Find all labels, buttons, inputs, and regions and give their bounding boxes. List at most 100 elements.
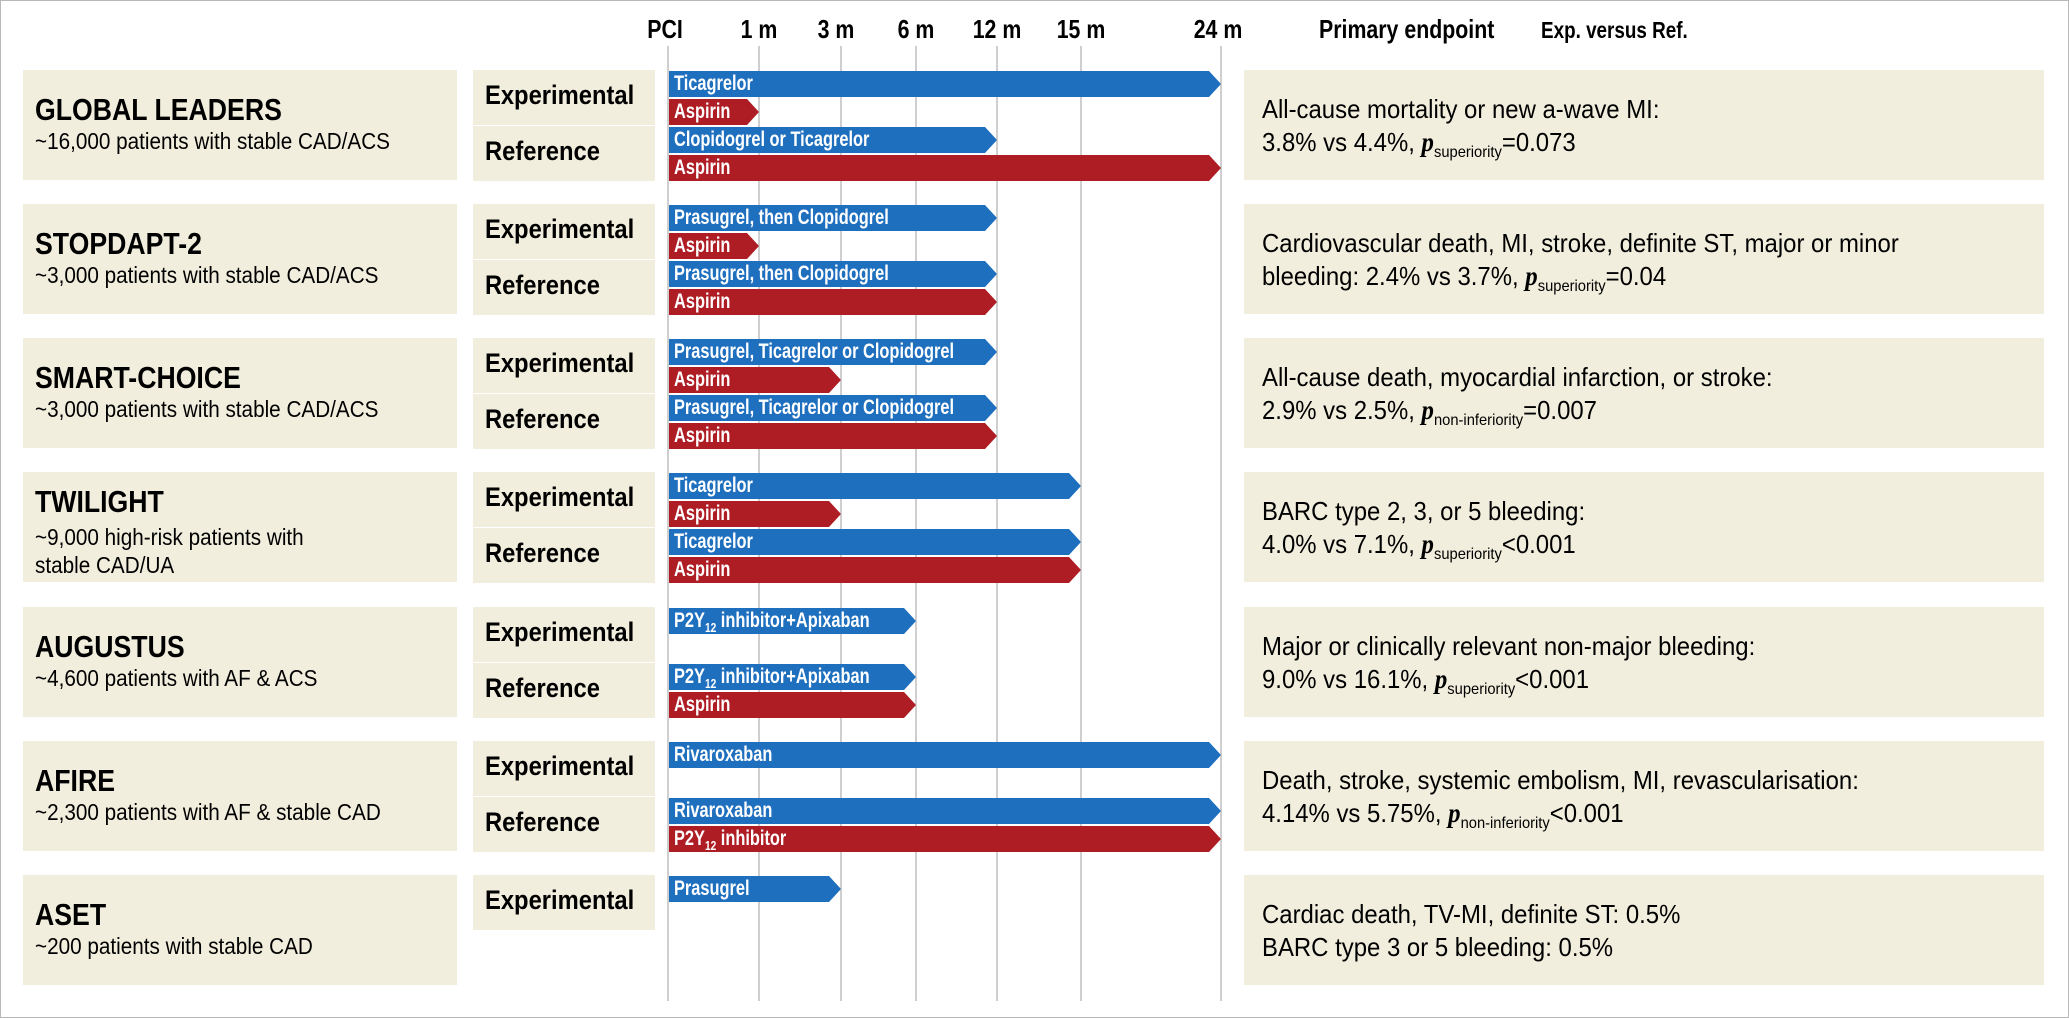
- arm-label-box-experimental: Experimental: [473, 607, 655, 662]
- therapy-bar-aspirin: Aspirin: [669, 233, 759, 259]
- timeline-label-pci: PCI: [647, 14, 683, 44]
- primary-endpoint-header: Primary endpoint: [1319, 14, 1495, 44]
- trial-name: GLOBAL LEADERS: [35, 92, 282, 127]
- therapy-bar-aspirin: Aspirin: [669, 99, 759, 125]
- trial-description: ~9,000 high-risk patients with stable CA…: [35, 524, 304, 578]
- therapy-bar-p2y12: P2Y12 inhibitor+Apixaban: [669, 664, 916, 691]
- bar-drug-label: Ticagrelor: [674, 474, 753, 497]
- endpoint-box-afire: Death, stroke, systemic embolism, MI, re…: [1244, 741, 2044, 851]
- p-value-symbol: p: [1434, 664, 1448, 694]
- arm-label-box-experimental: Experimental: [473, 204, 655, 259]
- therapy-bar-aspirin: Aspirin: [669, 155, 1221, 181]
- arm-label: Reference: [485, 673, 600, 703]
- bar-drug-label: Aspirin: [674, 558, 731, 581]
- arm-label-box-reference: Reference: [473, 663, 655, 718]
- endpoint-line-2: 2.9% vs 2.5%, pnon-inferiority=0.007: [1262, 395, 1597, 429]
- trial-name: STOPDAPT-2: [35, 226, 202, 261]
- therapy-bar-p2y12: P2Y12 inhibitor+Apixaban: [669, 608, 916, 635]
- therapy-bar-p2y12: Prasugrel, then Clopidogrel: [669, 261, 997, 287]
- bar-shape: [669, 339, 997, 365]
- trial-description: ~3,000 patients with stable CAD/ACS: [35, 396, 379, 422]
- bar-drug-label: Prasugrel, Ticagrelor or Clopidogrel: [674, 340, 955, 363]
- bar-drug-label: Clopidogrel or Ticagrelor: [674, 128, 870, 151]
- bar-drug-label: Prasugrel, then Clopidogrel: [674, 262, 889, 285]
- arm-label-box-reference: Reference: [473, 126, 655, 181]
- endpoint-line-1: All-cause death, myocardial infarction, …: [1262, 362, 1773, 392]
- trial-name: AUGUSTUS: [35, 629, 185, 664]
- therapy-bar-p2y12: Rivaroxaban: [669, 798, 1221, 824]
- arm-label: Experimental: [485, 348, 635, 378]
- bar-shape: [669, 289, 997, 315]
- arm-label-box-reference: Reference: [473, 797, 655, 852]
- arm-label: Experimental: [485, 214, 635, 244]
- bar-drug-label: Ticagrelor: [674, 530, 753, 553]
- therapy-bar-p2y12: Ticagrelor: [669, 473, 1081, 499]
- therapy-bar-aspirin: Aspirin: [669, 501, 841, 527]
- gridline-24m: [1220, 46, 1222, 1001]
- gridline-12m: [996, 46, 998, 1001]
- bar-drug-label: P2Y12 inhibitor+Apixaban: [674, 665, 870, 692]
- bar-drug-label: Ticagrelor: [674, 72, 753, 95]
- endpoint-line-1: Cardiovascular death, MI, stroke, defini…: [1262, 228, 1899, 258]
- therapy-bar-aspirin: Aspirin: [669, 692, 916, 718]
- bar-shape: [669, 742, 1221, 768]
- trial-name: TWILIGHT: [35, 484, 164, 519]
- bar-shape: [669, 876, 841, 902]
- p-value-symbol: p: [1421, 529, 1434, 559]
- therapy-bar-p2y12: Clopidogrel or Ticagrelor: [669, 127, 997, 153]
- arm-label: Experimental: [485, 885, 635, 915]
- endpoint-box-aset: Cardiac death, TV-MI, definite ST: 0.5% B…: [1244, 875, 2044, 985]
- bar-drug-label: P2Y12 inhibitor+Apixaban: [674, 609, 870, 636]
- timeline-label-3m: 3 m: [817, 14, 855, 44]
- bar-drug-label: Aspirin: [674, 502, 731, 525]
- bar-shape: [669, 367, 841, 393]
- endpoint-line-2: 4.0% vs 7.1%, psuperiority<0.001: [1262, 529, 1576, 563]
- bar-drug-label: Aspirin: [674, 368, 731, 391]
- endpoint-line-2: 3.8% vs 4.4%, psuperiority=0.073: [1262, 127, 1576, 161]
- therapy-bar-p2y12: Prasugrel, Ticagrelor or Clopidogrel: [669, 339, 997, 365]
- arm-label: Experimental: [485, 80, 635, 110]
- bar-drug-label: Aspirin: [674, 424, 731, 447]
- bar-drug-label: Rivaroxaban: [674, 743, 773, 766]
- arm-label-box-experimental: Experimental: [473, 70, 655, 125]
- therapy-bar-p2y12: Prasugrel, then Clopidogrel: [669, 205, 997, 231]
- therapy-bar-aspirin: P2Y12 inhibitor: [669, 826, 1221, 853]
- bar-drug-label: Prasugrel, Ticagrelor or Clopidogrel: [674, 396, 955, 419]
- bar-shape: [669, 99, 759, 125]
- gridline-6m: [915, 46, 917, 1001]
- trial-box-global-leaders: GLOBAL LEADERS ~16,000 patients with stab…: [23, 70, 457, 180]
- drug-subscript: 12: [704, 676, 717, 692]
- p-value-symbol: p: [1421, 127, 1434, 157]
- bar-shape: [669, 529, 1081, 555]
- bar-shape: [669, 127, 997, 153]
- trial-description: ~16,000 patients with stable CAD/ACS: [35, 128, 390, 154]
- therapy-bar-p2y12: Prasugrel, Ticagrelor or Clopidogrel: [669, 395, 997, 421]
- therapy-bar-aspirin: Aspirin: [669, 557, 1081, 583]
- p-value-subscript: non-inferiority: [1460, 815, 1550, 832]
- timeline-label-6m: 6 m: [897, 14, 935, 44]
- timeline-label-24m: 24 m: [1193, 14, 1243, 44]
- bar-shape: [669, 798, 1221, 824]
- arm-label: Experimental: [485, 751, 635, 781]
- endpoint-line-1: BARC type 2, 3, or 5 bleeding:: [1262, 496, 1586, 526]
- bar-drug-label: P2Y12 inhibitor: [674, 827, 787, 854]
- arm-label: Reference: [485, 807, 600, 837]
- p-value-subscript: non-inferiority: [1433, 412, 1524, 429]
- bar-shape: [669, 233, 759, 259]
- arm-label-box-reference: Reference: [473, 394, 655, 449]
- p-value-subscript: superiority: [1537, 278, 1606, 295]
- trial-description: ~4,600 patients with AF & ACS: [35, 665, 318, 691]
- bar-shape: [669, 423, 997, 449]
- therapy-bar-p2y12: Ticagrelor: [669, 71, 1221, 97]
- bar-drug-label: Prasugrel: [674, 877, 750, 900]
- p-value-symbol: p: [1421, 395, 1434, 425]
- bar-drug-label: Aspirin: [674, 156, 731, 179]
- endpoint-line-2: 9.0% vs 16.1%, psuperiority<0.001: [1262, 664, 1590, 698]
- therapy-bar-aspirin: Aspirin: [669, 367, 841, 393]
- bar-shape: [669, 71, 1221, 97]
- endpoint-box-augustus: Major or clinically relevant non-major b…: [1244, 607, 2044, 717]
- bar-shape: [669, 155, 1221, 181]
- trial-box-aset: ASET ~200 patients with stable CAD: [23, 875, 457, 985]
- trial-box-twilight: TWILIGHT ~9,000 high-risk patients with s…: [23, 472, 457, 582]
- arm-label-box-reference: Reference: [473, 528, 655, 583]
